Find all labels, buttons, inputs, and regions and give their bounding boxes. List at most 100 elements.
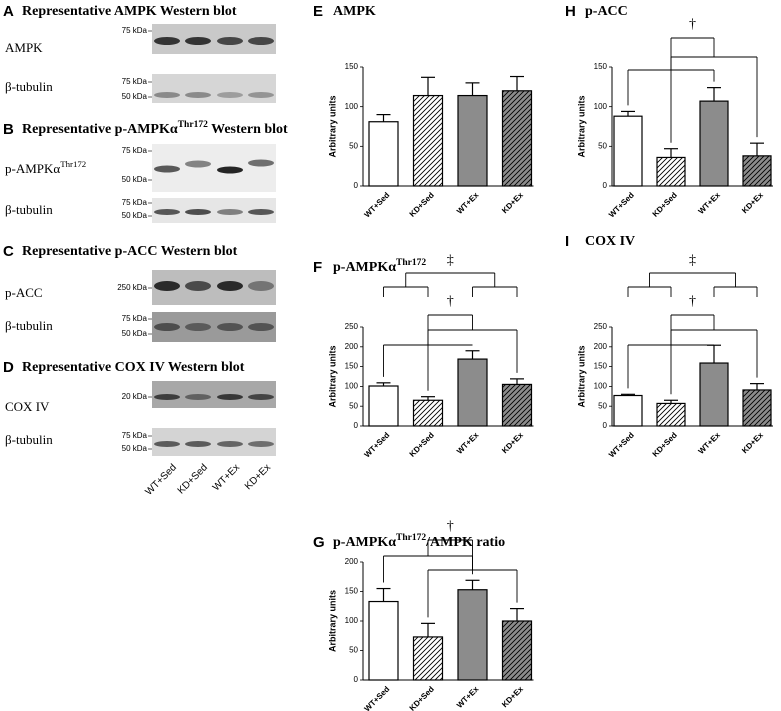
superscript: Thr172 [178, 120, 208, 130]
y-tick-label: 0 [354, 421, 359, 430]
bar [501, 620, 533, 681]
x-tick-label: WT+Sed [363, 684, 392, 711]
blot-band [217, 166, 243, 174]
y-axis-label: Arbitrary units [327, 345, 337, 407]
bar [656, 156, 686, 187]
x-tick-label: WT+Ex [697, 190, 723, 216]
blot-title: Representative p-AMPKαThr172 Western blo… [22, 120, 288, 137]
blot-row-label: COX IV [5, 399, 50, 414]
chart-title: p-ACC [585, 4, 628, 19]
blot-band [248, 281, 274, 291]
bar [368, 121, 399, 187]
blot-band [248, 37, 274, 45]
size-marker: 20 kDa [122, 392, 148, 401]
blot-band [217, 394, 243, 400]
bar [412, 636, 444, 681]
bar [457, 358, 488, 427]
blot-row-label: β-tubulin [5, 318, 53, 333]
y-tick-label: 0 [354, 675, 359, 684]
lane-label: KD+Sed [176, 462, 210, 496]
blot-band [217, 281, 243, 291]
text-part: COX IV [585, 234, 635, 249]
blot-band [154, 165, 180, 173]
lane-label: WT+Sed [144, 462, 179, 497]
blot-band [154, 441, 180, 447]
x-tick-label: KD+Sed [408, 190, 436, 218]
bar [501, 383, 533, 427]
x-tick-label: KD+Ex [500, 430, 525, 455]
x-tick-label: KD+Sed [408, 684, 436, 711]
blot-band [248, 159, 274, 167]
lane-label: WT+Ex [211, 462, 242, 493]
superscript: Thr172 [396, 258, 426, 268]
y-tick-label: 50 [349, 401, 358, 410]
x-tick-label: KD+Ex [740, 190, 765, 215]
bar [412, 399, 444, 427]
blot-band [248, 92, 274, 98]
bar [412, 94, 444, 187]
y-axis-label: Arbitrary units [576, 345, 586, 407]
size-marker: 75 kDa [122, 77, 148, 86]
blot-row-label: β-tubulin [5, 79, 53, 94]
size-marker: 75 kDa [122, 314, 148, 323]
text-part: Representative COX IV Western blot [22, 360, 245, 375]
x-tick-label: WT+Ex [697, 430, 723, 456]
y-tick-label: 150 [594, 62, 608, 71]
blot-row-label: p-ACC [5, 285, 43, 300]
x-tick-label: WT+Sed [363, 190, 392, 219]
chart-title: p-AMPKαThr172/AMPK ratio [333, 533, 505, 550]
size-marker: 50 kDa [122, 444, 148, 453]
y-tick-label: 50 [349, 141, 358, 150]
x-tick-label: WT+Sed [607, 430, 636, 459]
blot-band [217, 37, 243, 45]
blot-band [217, 209, 243, 215]
text-part: Western blot [208, 122, 288, 137]
blot-band [248, 209, 274, 215]
blot-band [248, 441, 274, 447]
text-part: Representative AMPK Western blot [22, 4, 237, 19]
blot-title: Representative p-ACC Western blot [22, 244, 238, 259]
blot-band [185, 92, 211, 98]
size-marker: 75 kDa [122, 26, 148, 35]
y-tick-label: 200 [345, 557, 359, 566]
text-part: Representative p-AMPKα [22, 122, 178, 137]
panel-letter: F [313, 259, 322, 276]
x-tick-label: WT+Sed [607, 190, 636, 219]
panel-letter: B [3, 121, 14, 138]
x-tick-label: WT+Ex [455, 430, 481, 456]
blot-band [217, 323, 243, 331]
size-marker: 75 kDa [122, 431, 148, 440]
size-marker: 50 kDa [122, 329, 148, 338]
blot-band [248, 394, 274, 400]
y-tick-label: 100 [345, 382, 359, 391]
text-part: β-tubulin [5, 202, 53, 217]
panel-letter: D [3, 359, 14, 376]
blot-band [248, 323, 274, 331]
blot-title: Representative AMPK Western blot [22, 4, 237, 19]
bar [699, 362, 729, 427]
significance-symbol: ‡ [447, 253, 454, 268]
blot-band [185, 37, 211, 45]
panel-letter: C [3, 243, 14, 260]
bar [613, 115, 643, 187]
blot-title: Representative COX IV Western blot [22, 360, 245, 375]
blot-band [185, 209, 211, 215]
size-marker: 50 kDa [122, 211, 148, 220]
y-tick-label: 0 [603, 181, 608, 190]
y-tick-label: 100 [594, 102, 608, 111]
blot-band [154, 37, 180, 45]
bar [613, 394, 643, 427]
blot-band [154, 323, 180, 331]
x-tick-label: KD+Sed [651, 430, 679, 458]
blot-band [185, 160, 211, 168]
text-part: p-ACC [5, 285, 43, 300]
blot-band [154, 209, 180, 215]
x-tick-label: KD+Ex [740, 430, 765, 455]
text-part: COX IV [5, 399, 50, 414]
significance-symbol: † [447, 294, 454, 309]
bar [742, 155, 772, 187]
text-part: AMPK [333, 4, 376, 19]
blot-band [154, 281, 180, 291]
